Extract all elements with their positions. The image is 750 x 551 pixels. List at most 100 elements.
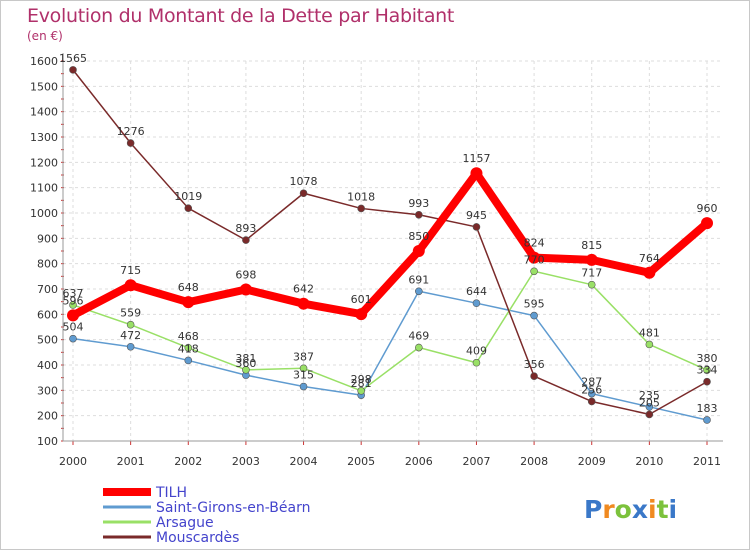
data-point — [643, 266, 656, 279]
x-tick-label: 2011 — [693, 455, 721, 468]
data-point — [242, 366, 250, 374]
y-tick-label: 100 — [37, 435, 58, 448]
data-point — [472, 223, 481, 231]
series-line-Arsague — [72, 270, 708, 392]
data-label: 205 — [639, 396, 660, 409]
data-label: 469 — [408, 330, 429, 343]
data-point — [415, 343, 423, 352]
data-label: 642 — [293, 283, 314, 296]
data-label: 287 — [581, 376, 602, 389]
y-tick-label: 400 — [37, 359, 58, 372]
y-tick-label: 300 — [37, 384, 58, 397]
legend-label: Saint-Girons-en-Béarn — [156, 500, 310, 516]
data-label: 1018 — [347, 190, 375, 203]
data-point — [470, 167, 483, 180]
data-label: 698 — [235, 269, 256, 282]
y-tick-label: 600 — [37, 308, 58, 321]
x-tick-label: 2009 — [578, 455, 606, 468]
data-point — [69, 334, 77, 343]
data-point — [585, 253, 598, 266]
data-label: 1157 — [462, 152, 490, 165]
data-point — [126, 320, 135, 329]
x-tick-label: 2007 — [462, 455, 490, 468]
data-point — [69, 301, 77, 309]
data-point — [415, 287, 423, 296]
data-label: 235 — [639, 389, 660, 402]
y-tick-label: 900 — [37, 232, 58, 245]
data-point — [126, 342, 135, 351]
data-label: 256 — [581, 383, 602, 396]
data-point — [645, 402, 654, 411]
data-point — [587, 280, 596, 289]
legend-label: Mouscardès — [156, 530, 239, 546]
data-label: 691 — [408, 273, 429, 286]
data-label: 409 — [466, 345, 487, 358]
data-label: 504 — [63, 321, 84, 334]
data-label: 387 — [293, 350, 314, 363]
data-point — [530, 311, 538, 320]
data-point — [472, 358, 481, 367]
data-point — [472, 299, 481, 307]
data-label: 815 — [581, 239, 602, 252]
data-point — [645, 340, 654, 349]
data-label: 381 — [235, 352, 256, 365]
y-tick-label: 1300 — [30, 131, 58, 144]
data-label: 824 — [524, 237, 545, 250]
data-point — [182, 296, 195, 309]
data-label: 1276 — [117, 125, 145, 138]
data-label: 334 — [697, 364, 718, 377]
data-label: 595 — [524, 298, 545, 311]
data-label: 960 — [697, 202, 718, 215]
data-label: 183 — [697, 402, 718, 415]
data-label: 472 — [120, 329, 141, 342]
series-line-Mouscardès — [72, 69, 708, 416]
data-label: 648 — [178, 281, 199, 294]
data-point — [242, 236, 250, 244]
y-tick-label: 1500 — [30, 80, 58, 93]
data-label: 481 — [639, 326, 660, 339]
data-point — [645, 410, 654, 419]
data-label: 380 — [697, 352, 718, 365]
data-label: 1565 — [59, 52, 87, 65]
data-label: 559 — [120, 307, 141, 320]
data-point — [587, 397, 596, 406]
data-point — [184, 343, 193, 352]
data-point — [239, 283, 252, 296]
data-label: 601 — [351, 293, 372, 306]
data-label: 1078 — [290, 175, 318, 188]
data-point — [530, 267, 538, 276]
x-tick-label: 2006 — [405, 455, 433, 468]
data-point — [299, 364, 308, 373]
data-label: 717 — [581, 267, 602, 280]
data-point — [297, 297, 310, 310]
data-point — [412, 245, 425, 257]
chart-title: Evolution du Montant de la Dette par Hab… — [27, 5, 455, 27]
proxiti-logo: Proxiti — [584, 495, 677, 524]
series-line-Saint-Girons-en-Béarn — [72, 290, 708, 421]
data-point — [357, 204, 365, 213]
x-tick-label: 2003 — [232, 455, 260, 468]
x-tick-label: 2001 — [117, 455, 145, 468]
y-tick-label: 1100 — [30, 182, 58, 195]
y-tick-label: 500 — [37, 334, 58, 347]
x-tick-label: 2002 — [174, 455, 202, 468]
y-tick-label: 800 — [37, 258, 58, 271]
data-point — [126, 139, 135, 147]
legend-label: TILH — [155, 485, 187, 501]
data-label: 637 — [63, 287, 84, 300]
data-label: 644 — [466, 285, 487, 298]
data-label: 850 — [408, 230, 429, 243]
data-label: 468 — [178, 330, 199, 343]
data-point — [67, 309, 79, 322]
data-label: 298 — [351, 373, 372, 386]
y-tick-label: 1600 — [30, 55, 58, 68]
y-tick-label: 200 — [37, 410, 58, 423]
data-label: 893 — [235, 222, 256, 235]
data-label: 281 — [351, 377, 372, 390]
data-point — [124, 279, 137, 292]
data-label: 356 — [524, 358, 545, 371]
data-point — [701, 217, 713, 230]
y-tick-label: 1400 — [30, 106, 58, 119]
y-tick-label: 1200 — [30, 156, 58, 169]
